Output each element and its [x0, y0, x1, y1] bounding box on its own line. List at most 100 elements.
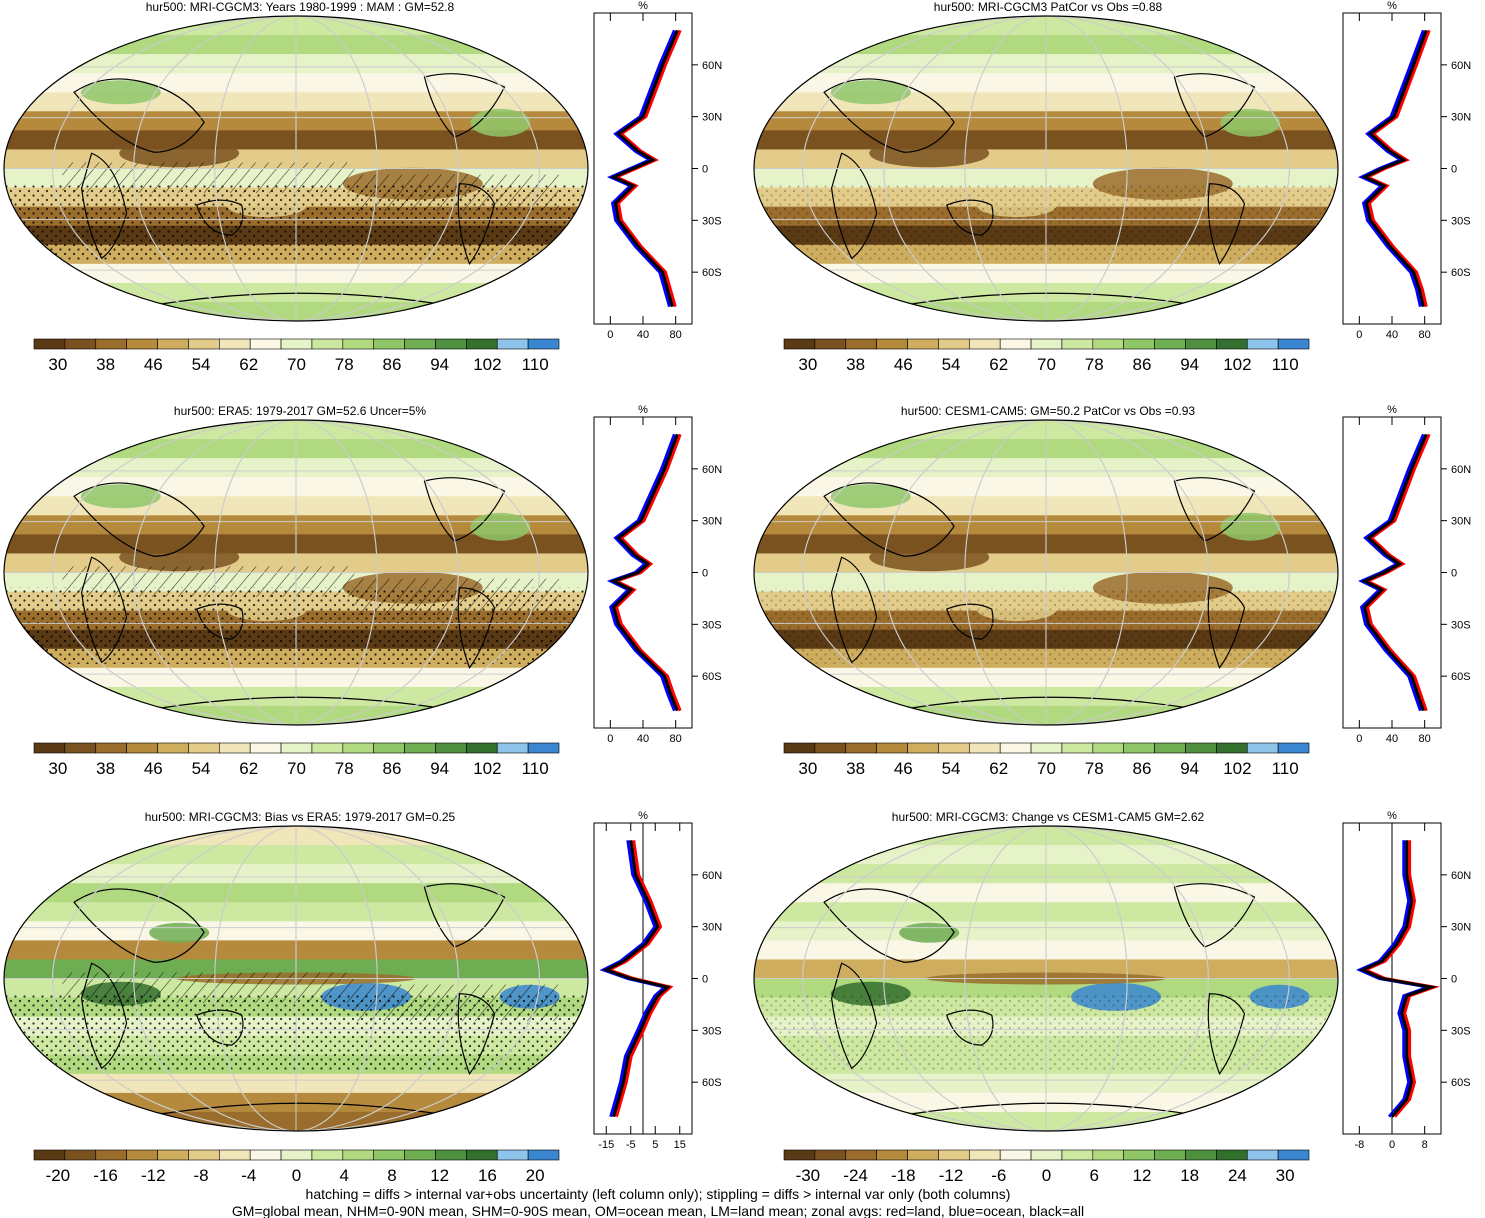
colorbar-swatch	[218, 1149, 251, 1161]
colorbar-tick-label: 94	[430, 759, 449, 778]
panel-3: hur500: ERA5: 1979-2017 GM=52.6 Uncer=5%…	[3, 404, 722, 778]
colorbar-swatch	[342, 338, 375, 350]
zonal-lat-label: 60N	[1451, 60, 1471, 72]
hatching	[62, 972, 355, 1003]
colorbar-swatch	[1123, 742, 1155, 754]
colorbar-tick-label: 94	[430, 355, 449, 374]
coastline	[73, 78, 205, 153]
colorbar-swatch	[814, 338, 847, 350]
colorbar-tick-label: 70	[1037, 355, 1056, 374]
colorbar-swatch	[157, 742, 189, 754]
zonal-lat-label: 60S	[1451, 671, 1471, 683]
zonal-mean-panel: % 60N 30N 0 30S 60S -8 0 8	[1342, 810, 1471, 1151]
colorbar-tick-label: -12	[939, 1166, 964, 1185]
coastline	[899, 292, 1201, 307]
footer-note-line1: hatching = diffs > internal var+obs unce…	[306, 1186, 1011, 1202]
zonal-all-curve	[609, 29, 679, 308]
colorbar-tick-label: 4	[339, 1166, 348, 1185]
colorbar-swatch	[157, 338, 189, 350]
colorbar-swatch	[845, 742, 877, 754]
colorbar-swatch	[435, 338, 467, 350]
zonal-x-tick-label: -8	[1354, 1139, 1364, 1151]
coastline	[80, 962, 128, 1070]
colorbar-swatch	[64, 338, 97, 350]
zonal-lat-label: 30N	[1451, 922, 1471, 934]
zonal-unit-label: %	[1387, 404, 1397, 416]
panel-title: hur500: MRI-CGCM3 PatCor vs Obs =0.88	[934, 0, 1163, 14]
coastline	[149, 1102, 451, 1117]
colorbar-swatch	[218, 742, 251, 754]
colorbar-swatch	[907, 1149, 939, 1161]
zonal-x-tick-label: 0	[607, 733, 613, 745]
colorbar-tick-label: 38	[846, 759, 865, 778]
zonal-lat-label: 30S	[702, 215, 722, 227]
zonal-x-tick-label: 0	[1389, 1139, 1395, 1151]
colorbar-tick-label: 16	[478, 1166, 497, 1185]
colorbar-tick-label: 30	[1276, 1166, 1295, 1185]
colorbar-tick-label: 46	[894, 759, 913, 778]
zonal-all-curve	[1361, 433, 1428, 712]
colorbar-tick-label: 62	[989, 759, 1008, 778]
colorbar-tick-label: 62	[239, 355, 258, 374]
panel-title: hur500: CESM1-CAM5: GM=50.2 PatCor vs Ob…	[901, 404, 1195, 418]
zonal-x-tick-label: 80	[1419, 329, 1431, 341]
zonal-lat-label: 0	[1451, 568, 1457, 580]
colorbar-swatch	[968, 1149, 1001, 1161]
zonal-x-tick-label: 40	[637, 733, 649, 745]
zonal-all-curve	[1361, 29, 1428, 308]
colorbar-swatch	[783, 338, 816, 350]
zonal-x-tick-label: 5	[652, 1139, 658, 1151]
colorbar-swatch	[1246, 338, 1279, 350]
zonal-x-tick-label: 80	[670, 329, 682, 341]
zonal-lat-label: 30N	[1451, 516, 1471, 528]
colorbar-swatch	[845, 338, 877, 350]
coastline	[195, 1009, 244, 1046]
colorbar-swatch	[527, 1149, 560, 1161]
zonal-lat-label: 0	[702, 568, 708, 580]
colorbar-swatch	[64, 1149, 97, 1161]
colorbar-tick-label: 12	[430, 1166, 449, 1185]
colorbar-swatch	[311, 338, 344, 350]
colorbar-swatch	[342, 742, 375, 754]
zonal-mean-panel: % 60N 30N 0 30S 60S 0 40 80	[1342, 404, 1471, 745]
colorbar-swatch	[876, 1149, 908, 1161]
colorbar-swatch	[783, 1149, 816, 1161]
coastline	[149, 292, 451, 307]
colorbar-swatch	[1123, 1149, 1155, 1161]
colorbar-tick-label: 54	[192, 355, 211, 374]
colorbar-tick-label: 86	[1132, 355, 1151, 374]
zonal-lat-label: 60N	[702, 870, 722, 882]
zonal-lat-label: 60S	[702, 1077, 722, 1089]
map-field	[754, 826, 1338, 1131]
colorbar-tick-label: -6	[991, 1166, 1006, 1185]
colorbar-tick-label: 102	[473, 759, 501, 778]
colorbar-swatch	[157, 1149, 189, 1161]
colorbar-tick-label: 94	[1180, 355, 1199, 374]
colorbar-swatch	[188, 338, 220, 350]
zonal-lat-label: 0	[1451, 974, 1457, 986]
colorbar-swatch	[404, 1149, 436, 1161]
colorbar-tick-label: 30	[48, 759, 67, 778]
colorbar-swatch	[373, 1149, 405, 1161]
hatching	[62, 162, 355, 193]
panel-6: hur500: MRI-CGCM3: Change vs CESM1-CAM5 …	[753, 810, 1471, 1185]
zonal-lat-label: 0	[702, 974, 708, 986]
colorbar-tick-label: 30	[48, 355, 67, 374]
zonal-x-tick-label: 40	[1386, 329, 1398, 341]
colorbar-tick-label: 102	[473, 355, 501, 374]
map-field	[4, 826, 588, 1131]
panel-title: hur500: MRI-CGCM3: Change vs CESM1-CAM5 …	[892, 810, 1205, 824]
colorbar-swatch	[1154, 338, 1186, 350]
field-feature	[119, 139, 240, 168]
coastline	[195, 199, 244, 236]
zonal-x-tick-label: 40	[1386, 733, 1398, 745]
colorbar: 30 38 46 54 62 70 78 86 94 102 110	[33, 742, 560, 778]
colorbar-tick-label: 110	[1272, 759, 1299, 778]
colorbar-swatch	[1185, 1149, 1217, 1161]
colorbar-swatch	[876, 338, 908, 350]
colorbar-tick-label: 18	[1180, 1166, 1199, 1185]
coastline	[423, 477, 506, 542]
colorbar-swatch	[280, 742, 313, 754]
field-feature	[149, 922, 210, 943]
